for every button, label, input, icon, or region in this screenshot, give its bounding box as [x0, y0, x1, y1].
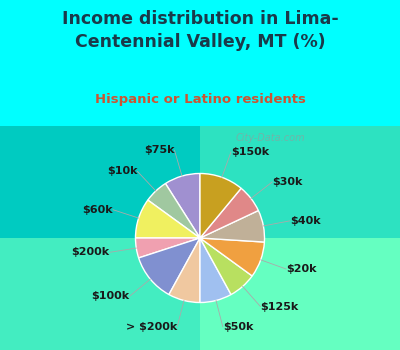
Wedge shape — [200, 188, 258, 238]
Wedge shape — [136, 200, 200, 238]
Wedge shape — [166, 174, 200, 238]
Wedge shape — [200, 174, 241, 238]
Text: $10k: $10k — [107, 166, 138, 176]
Text: Hispanic or Latino residents: Hispanic or Latino residents — [94, 93, 306, 106]
Wedge shape — [136, 238, 200, 258]
Text: $20k: $20k — [286, 264, 316, 274]
Text: $200k: $200k — [72, 247, 110, 257]
Wedge shape — [200, 238, 264, 276]
Text: $125k: $125k — [260, 302, 299, 312]
Text: $50k: $50k — [223, 322, 253, 331]
Text: $75k: $75k — [144, 145, 174, 155]
Text: City-Data.com: City-Data.com — [236, 133, 305, 143]
Wedge shape — [148, 183, 200, 238]
Text: Income distribution in Lima-
Centennial Valley, MT (%): Income distribution in Lima- Centennial … — [62, 10, 338, 50]
Text: > $200k: > $200k — [126, 322, 177, 331]
Text: $30k: $30k — [272, 177, 302, 187]
Wedge shape — [200, 211, 264, 242]
Text: $60k: $60k — [82, 205, 113, 215]
Wedge shape — [200, 238, 252, 295]
Text: $100k: $100k — [92, 291, 130, 301]
Text: $150k: $150k — [231, 147, 269, 157]
Text: $40k: $40k — [290, 216, 320, 226]
Wedge shape — [139, 238, 200, 295]
Wedge shape — [169, 238, 200, 302]
Wedge shape — [200, 238, 231, 302]
